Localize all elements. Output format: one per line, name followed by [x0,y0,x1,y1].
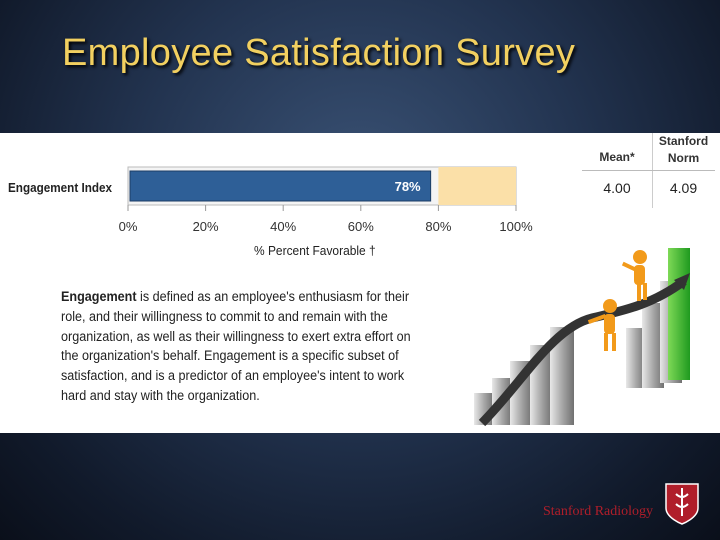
stairs-figures-illustration [474,248,690,427]
stats-table: Mean* Stanford Norm 4.00 4.09 [582,133,715,208]
definition-term: Engagement [61,289,137,304]
shield-logo-icon [665,483,699,525]
norm-header-line1: Stanford [658,134,709,148]
bar-value-label: 78% [395,179,421,194]
definition-text: is defined as an employee's enthusiasm f… [61,289,411,403]
x-tick-label: 0% [119,219,138,234]
content-panel: Engagement Index 0% 20% 40% 60% 80% 100% 78% %… [0,133,720,433]
engagement-bar-chart: 0% 20% 40% 60% 80% 100% 78% [119,166,533,234]
x-tick-label: 100% [499,219,533,234]
x-tick-label: 80% [425,219,451,234]
mean-header: Mean* [599,150,635,164]
x-tick-label: 20% [193,219,219,234]
engagement-bar [129,170,432,202]
favorable-band [438,167,516,205]
x-axis-title: % Percent Favorable † [254,243,376,258]
stanford-radiology-logo-text: Stanford Radiology [543,504,654,519]
norm-header-line2: Norm [667,151,700,165]
engagement-definition: Engagement is defined as an employee's e… [61,287,429,406]
stats-rule [582,170,715,171]
norm-value: 4.09 [669,180,698,196]
category-label: Engagement Index [8,180,113,195]
x-tick-label: 60% [348,219,374,234]
slide-title: Employee Satisfaction Survey [62,32,576,74]
norm-header: Stanford Norm [652,133,715,167]
x-tick-label: 40% [270,219,296,234]
mean-value: 4.00 [603,180,631,196]
